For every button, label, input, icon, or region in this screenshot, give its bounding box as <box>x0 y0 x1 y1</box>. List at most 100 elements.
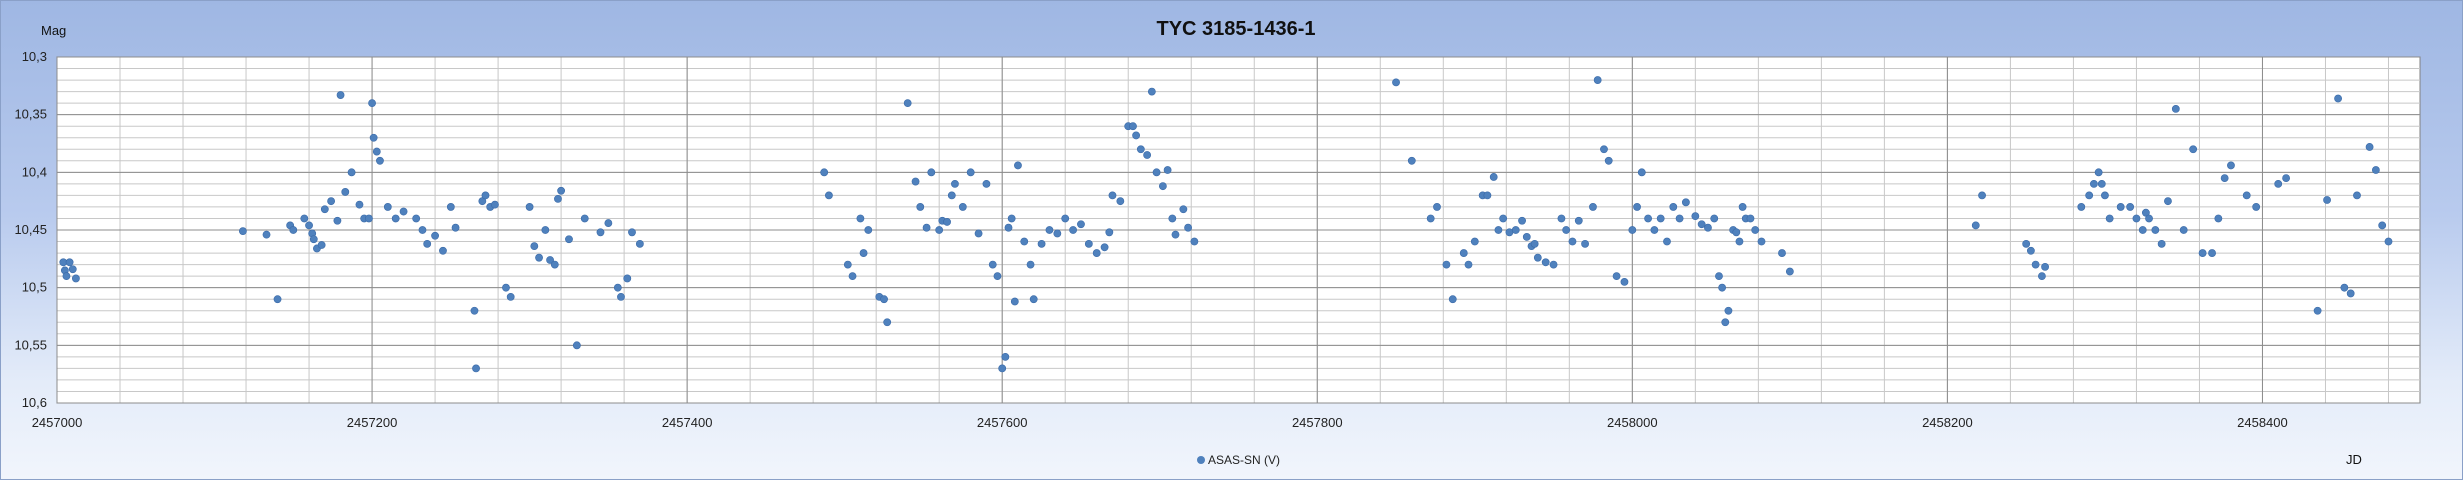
y-axis-title: Mag <box>41 23 66 38</box>
data-point <box>2151 226 2160 234</box>
data-point <box>864 226 873 234</box>
data-point <box>423 239 432 248</box>
data-point <box>1020 237 1029 246</box>
data-point <box>65 258 74 267</box>
data-point <box>300 214 309 223</box>
data-point <box>1014 161 1022 170</box>
data-point <box>1710 214 1719 223</box>
data-point <box>383 203 392 211</box>
data-point <box>2242 191 2251 200</box>
x-axis-title: JD <box>2346 452 2362 467</box>
data-point <box>62 272 71 281</box>
data-points <box>59 76 2393 373</box>
data-point <box>1179 205 1188 214</box>
data-point <box>1168 214 1177 223</box>
data-point <box>1593 76 1602 84</box>
data-point <box>546 256 554 264</box>
data-point <box>1738 203 1747 211</box>
data-point <box>927 168 936 177</box>
data-point <box>1061 214 1070 223</box>
data-point <box>1735 237 1744 246</box>
data-point <box>1004 223 1013 232</box>
data-point <box>2313 306 2322 315</box>
data-point <box>1574 216 1583 225</box>
data-point <box>1978 191 1986 200</box>
data-point <box>347 168 356 177</box>
x-tick-label: 2457000 <box>32 415 83 430</box>
data-point <box>613 283 622 292</box>
data-point <box>2340 283 2349 292</box>
y-tick-label: 10,5 <box>22 280 47 295</box>
data-point <box>320 205 329 214</box>
data-point <box>376 156 384 165</box>
data-point <box>317 241 326 249</box>
data-point <box>1600 145 1608 154</box>
x-tick-label: 2457200 <box>347 415 398 430</box>
data-point <box>535 253 543 262</box>
gridlines <box>56 56 2420 404</box>
data-point <box>1581 239 1589 248</box>
data-point <box>935 226 944 234</box>
data-point <box>2198 249 2207 257</box>
data-point <box>2227 161 2235 170</box>
data-point <box>1715 272 1723 281</box>
data-point <box>1522 233 1531 241</box>
data-point <box>1407 156 1416 165</box>
data-point <box>1010 297 1019 306</box>
data-point <box>365 214 373 223</box>
data-point <box>491 200 499 209</box>
data-point <box>341 188 350 196</box>
data-point <box>1448 295 1457 304</box>
data-point <box>2334 94 2342 103</box>
data-point <box>943 218 951 226</box>
data-point <box>565 235 573 244</box>
data-point <box>916 203 925 211</box>
data-point <box>843 260 852 269</box>
x-tick-label: 2458200 <box>1922 415 1973 430</box>
data-point <box>336 91 345 99</box>
data-point <box>2365 143 2374 151</box>
data-point <box>451 223 460 232</box>
data-point <box>2138 226 2147 234</box>
data-point <box>2132 214 2141 223</box>
data-point <box>2179 226 2188 234</box>
data-point <box>2252 203 2261 211</box>
data-point <box>982 179 991 188</box>
data-point <box>2214 214 2223 223</box>
data-point <box>1721 318 1730 327</box>
data-point <box>506 292 515 301</box>
data-point <box>391 214 400 223</box>
data-point <box>1746 214 1755 223</box>
y-tick-labels: 10,3 10,35 10,4 10,45 10,5 10,55 10,6 <box>14 49 47 410</box>
data-point <box>859 249 868 257</box>
data-point <box>1483 191 1492 200</box>
data-point <box>472 364 480 373</box>
data-point <box>1077 220 1085 229</box>
data-point <box>2085 191 2094 200</box>
data-point <box>903 99 912 108</box>
data-point <box>1092 249 1101 257</box>
data-point <box>2038 272 2046 281</box>
x-tick-label: 2458400 <box>2237 415 2288 430</box>
data-point <box>623 274 632 283</box>
data-point <box>418 226 427 234</box>
data-point <box>2353 191 2361 200</box>
data-point <box>431 231 439 240</box>
data-point <box>439 246 447 255</box>
data-point <box>262 230 271 239</box>
data-point <box>856 214 865 223</box>
data-point <box>1681 198 1690 207</box>
data-point <box>470 306 479 315</box>
data-point <box>922 223 931 232</box>
data-point <box>1392 78 1400 87</box>
data-point <box>596 228 605 237</box>
data-point <box>1511 226 1520 234</box>
data-point <box>1108 191 1117 200</box>
data-point <box>993 272 1002 281</box>
data-point <box>525 203 534 211</box>
data-point <box>1426 214 1435 223</box>
data-point <box>1045 226 1054 234</box>
data-point <box>2220 174 2229 182</box>
data-point <box>273 295 282 304</box>
data-point <box>2077 203 2086 211</box>
